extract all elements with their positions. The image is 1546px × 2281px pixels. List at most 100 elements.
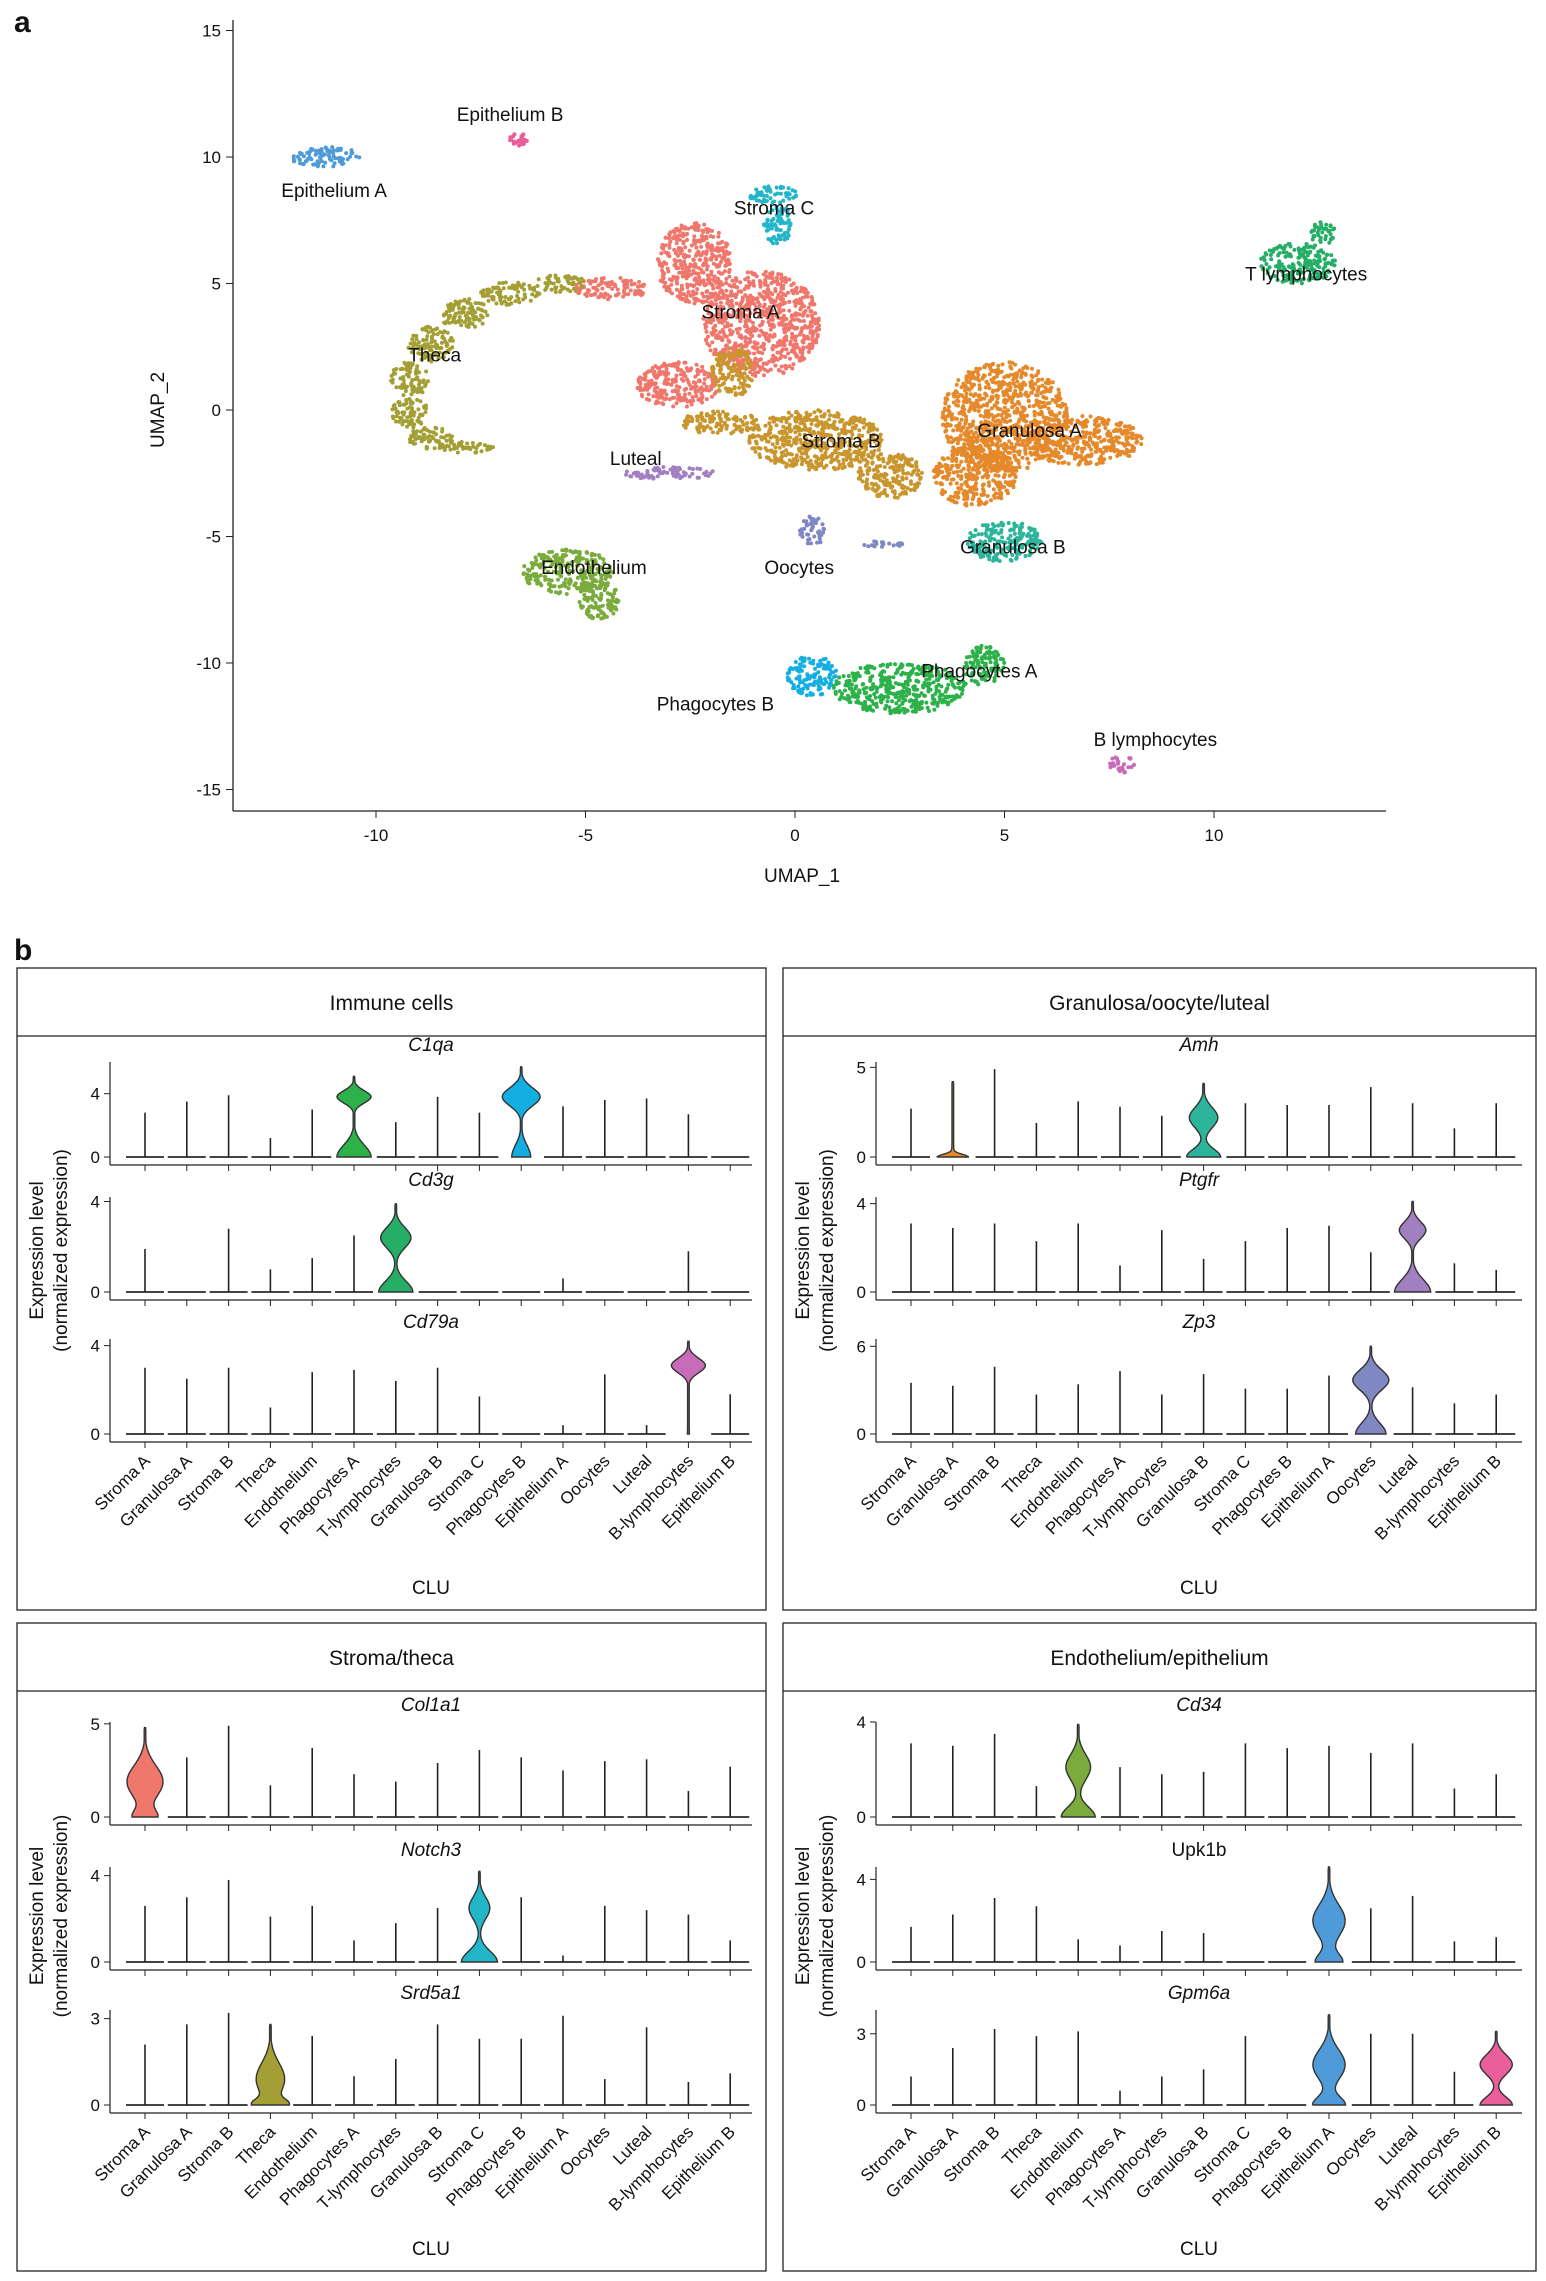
umap-point	[908, 488, 913, 492]
umap-point	[1316, 233, 1321, 238]
umap-point	[1025, 456, 1030, 461]
umap-point	[613, 293, 618, 298]
umap-point	[1119, 420, 1124, 425]
umap-point	[696, 271, 701, 276]
umap-point	[810, 418, 815, 423]
umap-point	[699, 244, 704, 249]
umap-point	[745, 360, 750, 365]
umap-point	[1095, 430, 1100, 434]
umap-point	[536, 277, 541, 282]
umap-point	[732, 386, 737, 391]
umap-point	[1060, 403, 1065, 408]
umap-point	[713, 298, 718, 303]
umap-point	[697, 275, 702, 280]
umap-point	[827, 417, 832, 422]
umap-point	[602, 295, 607, 300]
umap-point	[828, 413, 833, 418]
umap-point	[985, 403, 989, 408]
umap-point	[673, 235, 678, 239]
umap-point	[797, 297, 802, 302]
umap-point	[468, 447, 473, 452]
umap-point	[765, 432, 770, 437]
umap-point	[1308, 244, 1313, 249]
umap-point	[703, 257, 708, 262]
umap-point	[724, 288, 729, 293]
umap-point	[683, 245, 688, 250]
umap-point	[790, 288, 794, 293]
umap-point	[831, 465, 836, 470]
umap-point	[758, 192, 763, 197]
umap-point	[697, 266, 701, 271]
umap-point	[708, 234, 713, 239]
umap-point	[439, 340, 444, 345]
umap-point	[783, 327, 788, 331]
umap-point	[1001, 461, 1006, 465]
umap-point	[807, 342, 812, 347]
umap-point	[459, 323, 464, 328]
umap-point	[764, 331, 769, 336]
umap-point	[1318, 238, 1323, 243]
umap-point	[986, 382, 991, 387]
umap-point	[752, 446, 757, 451]
umap-point	[969, 485, 974, 490]
umap-point	[954, 403, 959, 408]
umap-point	[691, 257, 696, 262]
umap-point	[701, 294, 706, 299]
umap-point	[297, 157, 302, 162]
umap-point	[1124, 447, 1129, 452]
umap-point	[978, 413, 983, 418]
umap-point	[782, 429, 787, 434]
umap-point	[1098, 449, 1103, 454]
umap-point	[305, 157, 310, 161]
umap-point	[975, 455, 980, 460]
umap-point	[397, 419, 402, 424]
umap-point	[657, 366, 662, 371]
umap-point	[600, 286, 605, 291]
umap-point	[1302, 245, 1307, 250]
umap-point	[1029, 390, 1034, 395]
umap-point	[1044, 396, 1049, 401]
umap-point	[763, 361, 768, 366]
umap-point	[503, 295, 508, 299]
umap-point	[1088, 431, 1093, 436]
umap-point	[754, 296, 759, 301]
umap-point	[500, 281, 505, 285]
umap-point	[724, 426, 729, 431]
umap-point	[515, 293, 519, 298]
umap-point	[974, 481, 978, 486]
umap-point	[522, 287, 527, 292]
umap-point	[588, 281, 593, 286]
umap-point	[710, 394, 714, 399]
umap-point	[522, 292, 527, 297]
umap-point	[674, 401, 679, 406]
umap-point	[729, 369, 734, 374]
umap-point	[743, 366, 748, 371]
umap-point	[683, 422, 688, 427]
umap-point	[1099, 439, 1104, 444]
umap-point	[730, 329, 735, 334]
umap-point	[1320, 230, 1325, 235]
umap-point	[787, 321, 792, 326]
umap-point	[656, 371, 661, 376]
umap-point	[1088, 436, 1093, 441]
umap-point	[990, 380, 995, 384]
umap-point	[808, 328, 813, 333]
umap-point	[752, 351, 756, 356]
umap-point	[640, 394, 645, 399]
umap-point	[782, 336, 787, 341]
umap-point	[638, 381, 643, 386]
umap-point	[448, 313, 453, 318]
umap-point	[425, 334, 430, 339]
umap-point	[480, 315, 485, 320]
umap-point	[448, 338, 452, 343]
umap-point	[989, 406, 994, 411]
umap-point	[682, 360, 687, 365]
umap-point	[696, 425, 701, 430]
umap-point	[772, 333, 777, 338]
umap-point	[771, 415, 776, 420]
umap-point	[781, 185, 786, 190]
umap-point	[1026, 461, 1031, 465]
umap-point	[643, 377, 648, 382]
umap-point	[770, 272, 775, 277]
umap-point	[599, 281, 603, 286]
